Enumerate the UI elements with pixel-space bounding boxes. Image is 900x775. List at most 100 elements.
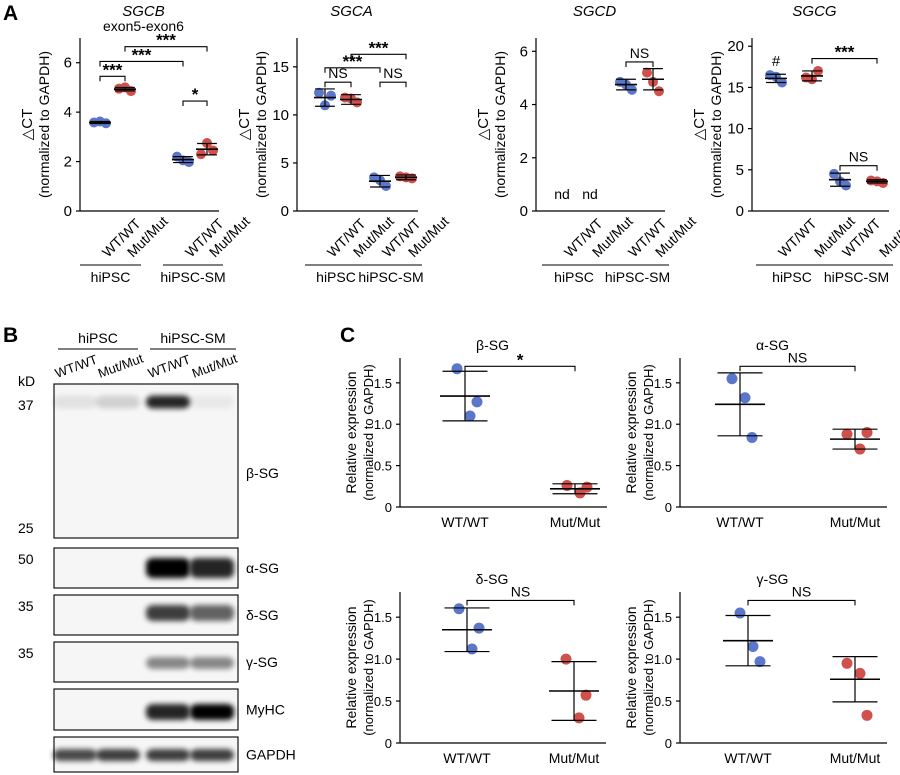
significance-bracket [324,67,381,73]
data-point [464,410,476,422]
significance-label: *** [132,45,152,64]
y-tick-label: 1.0 [654,652,672,667]
data-point [314,87,324,98]
panel-letter-a: A [3,2,18,25]
blot-row-label: δ-SG [246,607,279,623]
data-point [854,667,866,679]
y-tick-label: 0.5 [374,459,392,474]
blot-row-2: δ-SG 35 [18,594,279,636]
group-label: hiPSC [91,269,131,285]
significance-label: NS [792,583,811,599]
blot-row-0: β-SG 37 25 [18,383,279,539]
data-point [208,145,218,156]
blot-lane-label: Mut/Mut [96,351,146,381]
chart-c-alpha: 0 0.5 1.0 1.5 α-SG Relative expression (normal… [623,337,887,530]
data-point [451,363,463,375]
significance-bracket [99,60,184,67]
kd-marker: 50 [18,551,34,567]
significance-bracket [625,61,654,67]
y-tick-label: 0 [281,203,289,220]
significance-bracket [99,75,126,82]
data-point [726,373,738,385]
blot-band [190,657,234,669]
data-point [326,90,336,101]
y-axis-label: Relative expression [343,371,359,493]
data-point [573,712,585,724]
blot-row-label: α-SG [246,560,279,576]
significance-mark: # [772,53,781,70]
chart-title: SGCG [792,3,837,20]
data-point [453,603,465,615]
blot-row-label: GAPDH [246,747,296,763]
y-tick-label: 6 [520,43,528,60]
significance-bracket [466,599,575,606]
data-point [747,641,759,653]
blot-band [146,749,190,761]
y-tick-label: 0 [736,203,744,220]
data-point [466,643,478,655]
significance-label: *** [343,52,363,71]
panel-letter-c: C [340,324,355,347]
blot-band [146,395,190,409]
y-axis-label-sub: (normalized to GAPDH) [641,364,656,501]
y-axis-label: Relative expression [343,606,359,728]
blot-band [146,558,190,578]
x-category-label: WT/WT [724,750,772,766]
blot-group-label: hiPSC-SM [160,330,225,346]
x-category-label: Mut/Mut [876,213,900,260]
group-label: hiPSC-SM [358,269,423,285]
significance-bracket [839,165,878,171]
chart-c-delta: 0 0.5 1.0 1.5 δ-SG Relative expression (normal… [343,571,606,766]
significance-label: NS [511,583,530,599]
data-point [642,67,652,78]
x-category-label: Mut/Mut [830,750,881,766]
y-tick-label: 0 [520,203,528,220]
y-tick-label: 0.5 [654,694,672,709]
y-tick-label: 6 [64,55,72,72]
blot-band [96,749,140,761]
data-point [471,396,483,408]
y-axis-label-sub: (normalized to GAPDH) [641,599,656,736]
y-tick-label: 0.5 [374,694,392,709]
data-point [841,428,853,440]
significance-label: *** [103,60,123,79]
y-axis-label: △CT [691,109,708,141]
blot-band [96,395,140,409]
group-label: hiPSC [316,269,356,285]
data-point [746,431,758,443]
y-axis-label-sub: (normalized to GAPDH) [361,364,376,501]
blot-row-1: α-SG 50 [18,547,279,589]
significance-label: * [517,350,524,369]
data-point [580,689,592,701]
group-label: hiPSC [554,269,594,285]
y-tick-label: 1.0 [374,652,392,667]
y-axis-label-sub: (normalized to GAPDH) [36,51,52,198]
significance-bracket [379,81,407,88]
blot-band [53,749,97,761]
group-label: hiPSC [772,269,812,285]
chart-title: δ-SG [476,571,509,587]
blot-band [190,605,234,621]
chart-title: γ-SG [757,571,789,587]
y-axis-label: Relative expression [623,371,639,493]
data-point [739,392,751,404]
blot-row-label: β-SG [246,465,279,481]
significance-label: NS [328,65,347,81]
y-tick-label: 10 [272,107,289,124]
chart-c-beta: 0 0.5 1.0 1.5 β-SG Relative expression (normal… [343,337,607,530]
kd-marker: 35 [18,598,34,614]
data-point [196,149,206,160]
blot-band [190,558,234,578]
significance-bracket [739,365,856,372]
blot-band [53,395,97,409]
data-point [654,86,664,97]
data-point [473,622,485,634]
chart-title: β-SG [476,337,509,353]
blot-row-label: γ-SG [246,654,278,670]
chart-title: SGCA [330,3,373,20]
y-axis-label: Relative expression [623,606,639,728]
blot-row-label: MyHC [246,702,285,718]
blot-lane-label: WT/WT [53,352,100,381]
blot-group-label: hiPSC [78,330,118,346]
